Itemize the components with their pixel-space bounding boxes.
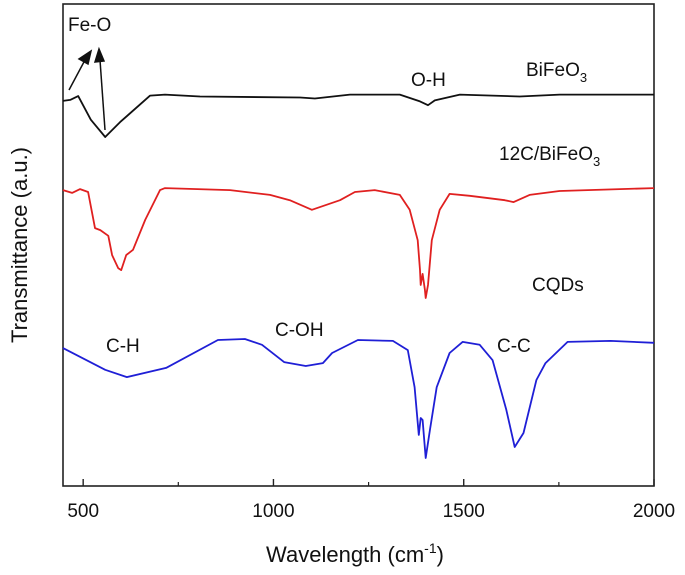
- annotation-fe-o: Fe-O: [68, 15, 111, 36]
- annotation-o-h: O-H: [411, 70, 446, 91]
- series-group: [62, 93, 655, 459]
- x-tick-label: 2000: [633, 501, 675, 522]
- x-axis-label: Wavelength (cm-1): [266, 540, 444, 567]
- annotation-c-oh: C-OH: [275, 320, 324, 341]
- arrow-line-1: [68, 59, 86, 91]
- x-tick-label: 1000: [252, 501, 294, 522]
- annotation-c-c: C-C: [497, 336, 531, 357]
- series-line-cqds: [62, 338, 655, 459]
- series-line-bifeo3: [62, 93, 654, 138]
- x-tick-label: 1500: [443, 501, 485, 522]
- arrow-head-1: [77, 49, 93, 66]
- arrow-head-2: [93, 46, 106, 63]
- legend-label-cqds: CQDs: [532, 275, 584, 296]
- y-axis-label: Transmittance (a.u.): [7, 147, 32, 343]
- arrow-line-2: [99, 59, 106, 131]
- plot-frame: [62, 3, 655, 487]
- annotation-c-h: C-H: [106, 336, 140, 357]
- legend-label-bifeo3: BiFeO3: [526, 60, 587, 85]
- legend-label-12c-bifeo3: 12C/BiFeO3: [499, 144, 600, 169]
- fe-o-arrows: [68, 46, 106, 131]
- x-tick-label: 500: [67, 501, 99, 522]
- series-line-12c-bifeo3: [62, 187, 655, 299]
- x-axis-ticks: 500 1000 1500 2000: [67, 479, 675, 522]
